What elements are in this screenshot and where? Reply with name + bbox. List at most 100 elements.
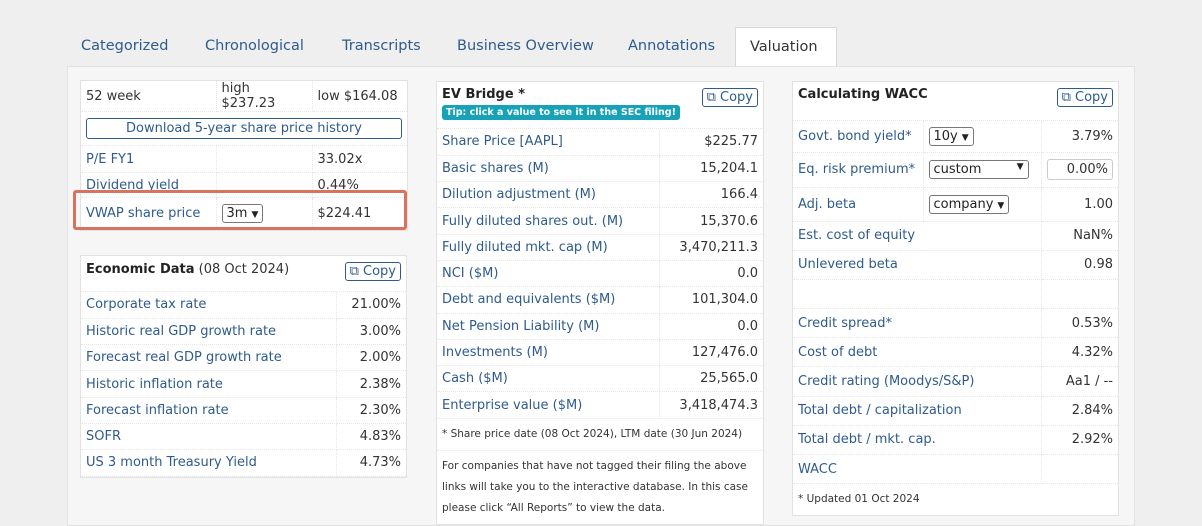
row-value[interactable]: 0.53%: [1041, 308, 1118, 339]
row-label[interactable]: Cost of debt: [793, 337, 1042, 368]
row-label[interactable]: Net Pension Liability (M): [437, 313, 660, 340]
econ-copy-button[interactable]: ⧉ Copy: [344, 262, 401, 281]
row-value[interactable]: 25,565.0: [659, 365, 763, 393]
row-label[interactable]: Cash ($M): [437, 365, 660, 393]
row-label[interactable]: Historic inflation rate: [81, 370, 337, 398]
row-label[interactable]: Total debt / mkt. cap.: [793, 425, 1042, 456]
row-label[interactable]: Est. cost of equity: [793, 221, 1042, 251]
table-row: Cost of debt 4.32%: [793, 337, 1118, 368]
row-label[interactable]: NCI ($M): [437, 260, 660, 288]
row-label[interactable]: Fully diluted shares out. (M): [437, 207, 660, 235]
row-label[interactable]: Enterprise value ($M): [437, 391, 660, 419]
row-value[interactable]: 15,370.6: [659, 207, 763, 235]
row-value[interactable]: 127,476.0: [659, 339, 763, 367]
row-value[interactable]: 2.30%: [336, 397, 406, 424]
row-label[interactable]: Debt and equivalents ($M): [437, 286, 660, 314]
row-value[interactable]: 21.00%: [336, 292, 406, 319]
row-label[interactable]: Share Price [AAPL]: [437, 129, 660, 156]
govt-bond-select[interactable]: 10y ▼: [928, 126, 974, 146]
tab-business-overview[interactable]: Business Overview: [457, 38, 594, 54]
table-row: Historic real GDP growth rate 3.00%: [81, 318, 406, 346]
row-value[interactable]: 2.00%: [336, 344, 406, 372]
download-history-button[interactable]: Download 5-year share price history: [86, 118, 402, 139]
row-value[interactable]: 3,418,474.3: [659, 391, 763, 419]
row-label[interactable]: Basic shares (M): [437, 155, 660, 183]
table-row: Cash ($M) 25,565.0: [437, 365, 763, 393]
wacc-copy-button[interactable]: ⧉ Copy: [1056, 88, 1113, 107]
row-value[interactable]: NaN%: [1041, 221, 1118, 251]
table-row: Dilution adjustment (M) 166.4: [437, 181, 763, 209]
ev-tip: Tip: click a value to see it in the SEC …: [442, 105, 680, 120]
tab-annotations[interactable]: Annotations: [628, 38, 716, 54]
tab-chronological[interactable]: Chronological: [205, 38, 304, 54]
row-label[interactable]: SOFR: [81, 423, 337, 451]
row-value[interactable]: 166.4: [659, 181, 763, 209]
row-value[interactable]: Aa1 / --: [1041, 366, 1118, 397]
table-row: Credit rating (Moodys/S&P) Aa1 / --: [793, 366, 1118, 397]
econ-date: (08 Oct 2024): [198, 262, 290, 277]
table-row: Total debt / mkt. cap. 2.92%: [793, 425, 1118, 456]
ev-note-dates: * Share price date (08 Oct 2024), LTM da…: [437, 419, 763, 451]
row-value[interactable]: 3.00%: [336, 318, 406, 346]
row-value[interactable]: 2.84%: [1041, 396, 1118, 426]
adj-beta-select[interactable]: company ▼: [928, 194, 1010, 214]
row-label[interactable]: Investments (M): [437, 339, 660, 367]
row-label[interactable]: Corporate tax rate: [81, 292, 337, 319]
row-label[interactable]: Credit spread*: [793, 308, 1042, 339]
erp-input[interactable]: 0.00%: [1046, 159, 1113, 180]
table-row: [793, 279, 1118, 310]
share-price-card: 52 week high $237.23 low $164.08 Download …: [80, 80, 408, 231]
adj-beta-value: 1.00: [1041, 187, 1118, 222]
row-label[interactable]: Fully diluted mkt. cap (M): [437, 234, 660, 261]
dividend-label: Dividend yield: [81, 172, 217, 198]
copy-label: Copy: [1075, 90, 1108, 105]
erp-select[interactable]: custom ▼: [928, 160, 1029, 179]
row-label[interactable]: Dilution adjustment (M): [437, 181, 660, 209]
row-value[interactable]: [1041, 279, 1118, 310]
copy-icon: ⧉: [1061, 90, 1071, 105]
row-label[interactable]: US 3 month Treasury Yield: [81, 449, 337, 477]
tab-valuation[interactable]: Valuation: [735, 27, 837, 67]
ev-bridge-card: EV Bridge * Tip: click a value to see it…: [436, 81, 764, 525]
table-row: Investments (M) 127,476.0: [437, 339, 763, 367]
table-row: Unlevered beta 0.98: [793, 250, 1118, 280]
table-row: Credit spread* 0.53%: [793, 308, 1118, 339]
row-value[interactable]: 0.98: [1041, 250, 1118, 280]
row-label[interactable]: Forecast real GDP growth rate: [81, 344, 337, 372]
table-row: Share Price [AAPL] $225.77: [437, 129, 763, 156]
row-value[interactable]: 101,304.0: [659, 286, 763, 314]
row-value[interactable]: 2.38%: [336, 370, 406, 398]
row-label[interactable]: Historic real GDP growth rate: [81, 318, 337, 346]
row-label[interactable]: [793, 279, 1042, 310]
row-value[interactable]: 4.83%: [336, 423, 406, 451]
adj-beta-label: Adj. beta: [793, 187, 924, 222]
ev-copy-button[interactable]: ⧉ Copy: [701, 88, 758, 107]
erp-select-value: custom: [933, 162, 982, 177]
row-value[interactable]: 4.73%: [336, 449, 406, 477]
wacc-note: * Updated 01 Oct 2024: [798, 493, 920, 506]
table-row: Fully diluted mkt. cap (M) 3,470,211.3: [437, 234, 763, 261]
table-row: Enterprise value ($M) 3,418,474.3: [437, 391, 763, 419]
row-value[interactable]: 15,204.1: [659, 155, 763, 183]
row-value[interactable]: [1041, 454, 1118, 485]
row-label[interactable]: Unlevered beta: [793, 250, 1042, 280]
tab-transcripts[interactable]: Transcripts: [342, 38, 421, 54]
row-value[interactable]: 0.0: [659, 313, 763, 340]
table-row: Basic shares (M) 15,204.1: [437, 155, 763, 183]
row-value[interactable]: 3,470,211.3: [659, 234, 763, 261]
row-label[interactable]: WACC: [793, 454, 1042, 485]
chevron-down-icon: ▼: [961, 132, 969, 143]
row-value[interactable]: $225.77: [659, 129, 763, 156]
chevron-down-icon: ▼: [251, 210, 259, 220]
row-value[interactable]: 2.92%: [1041, 425, 1118, 456]
row-label[interactable]: Credit rating (Moodys/S&P): [793, 366, 1042, 397]
row-label[interactable]: Forecast inflation rate: [81, 397, 337, 424]
row-value[interactable]: 4.32%: [1041, 337, 1118, 368]
vwap-period-select[interactable]: 3m ▼: [221, 204, 264, 223]
row-value[interactable]: 0.0: [659, 260, 763, 288]
ev-note-info: For companies that have not tagged their…: [442, 459, 748, 514]
tab-categorized[interactable]: Categorized: [81, 38, 169, 54]
row-label[interactable]: Total debt / capitalization: [793, 396, 1042, 426]
table-row: Historic inflation rate 2.38%: [81, 370, 406, 398]
52-week-label: 52 week: [81, 81, 217, 112]
